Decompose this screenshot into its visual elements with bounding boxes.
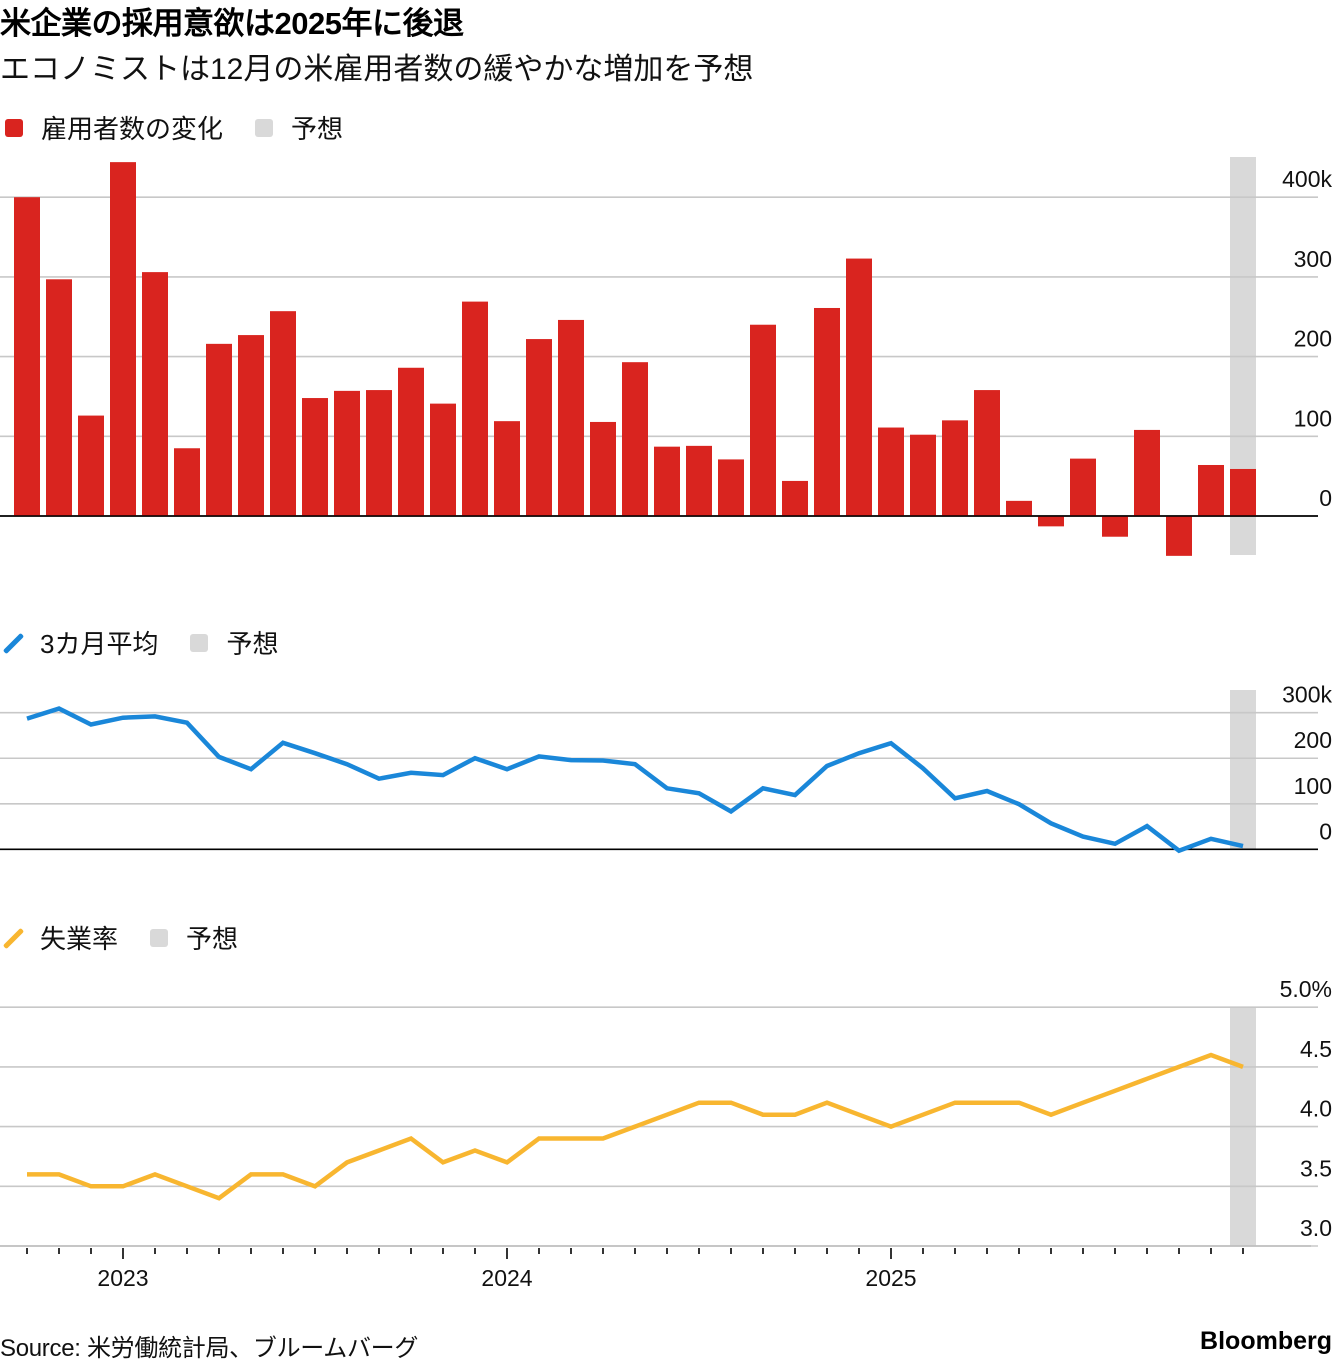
y-tick-label: 5.0% [1280, 976, 1332, 1002]
bar [1070, 458, 1096, 516]
y-tick-label: 100 [1294, 405, 1332, 431]
bar [718, 459, 744, 516]
legend-unemployment: 失業率 予想 [0, 919, 238, 956]
bar [494, 421, 520, 516]
forecast-swatch-icon [255, 118, 274, 137]
bar [814, 307, 840, 516]
bar [302, 398, 328, 516]
bar [1006, 500, 1032, 516]
bar [174, 448, 200, 516]
legend-label-forecast: 予想 [291, 114, 344, 144]
bar [686, 445, 712, 516]
y-tick-label: 3.5 [1300, 1155, 1332, 1181]
chart-title: 米企業の採用意欲は2025年に後退 [0, 6, 464, 41]
year-label: 2024 [481, 1265, 532, 1291]
y-tick-label: 300k [1282, 682, 1332, 708]
year-label: 2025 [865, 1265, 916, 1291]
bar [782, 480, 808, 516]
y-tick-label: 0 [1319, 818, 1332, 844]
bar [590, 421, 616, 516]
bar [846, 258, 872, 516]
bar-swatch-icon [5, 118, 23, 137]
y-tick-label: 4.0 [1300, 1096, 1332, 1122]
bar [654, 446, 680, 516]
forecast-swatch-icon [150, 928, 169, 947]
bar [14, 197, 40, 516]
legend-label-payrolls: 雇用者数の変化 [41, 114, 224, 144]
bar [1230, 468, 1256, 516]
bar [110, 162, 136, 516]
legend-avg3m: 3カ月平均 予想 [0, 624, 278, 661]
payrolls-bar-chart: 0 100 200 300 400k [0, 157, 1332, 556]
bar [1198, 464, 1224, 516]
unemployment-line-chart: 3.0 3.5 4.0 4.5 5.0% [0, 976, 1332, 1247]
bar [206, 343, 232, 516]
bloomberg-logo: Bloomberg [1200, 1327, 1332, 1355]
forecast-swatch-icon [190, 633, 209, 652]
legend-label-unemployment: 失業率 [40, 924, 119, 954]
bar [1166, 516, 1192, 556]
legend-label-forecast: 予想 [226, 629, 279, 659]
bar [1038, 516, 1064, 527]
year-label: 2023 [97, 1265, 148, 1291]
legend-label-forecast: 予想 [186, 924, 239, 954]
unemployment-line [27, 1052, 1244, 1201]
bar [622, 362, 648, 516]
bar [430, 403, 456, 516]
bar [974, 390, 1000, 516]
legend-payrolls: 雇用者数の変化 予想 [0, 109, 343, 146]
bar [1102, 516, 1128, 537]
y-tick-label: 3.0 [1300, 1215, 1332, 1241]
y-tick-label: 100 [1294, 773, 1332, 799]
forecast-band [1230, 690, 1256, 850]
bar [526, 339, 552, 516]
bar [558, 319, 584, 516]
bar [462, 301, 488, 516]
bar [238, 335, 264, 516]
x-axis: 2023 2024 2025 [0, 1245, 1311, 1291]
bar [910, 434, 936, 516]
y-tick-label: 0 [1319, 485, 1332, 511]
chart-subtitle: エコノミストは12月の米雇用者数の緩やかな増加を予想 [0, 53, 754, 86]
bar [334, 390, 360, 516]
bar [366, 390, 392, 516]
y-tick-label: 4.5 [1300, 1036, 1332, 1062]
bar [750, 324, 776, 516]
legend-label-avg3m: 3カ月平均 [40, 629, 159, 659]
bar-series [14, 162, 1256, 556]
bar [270, 311, 296, 516]
bar [142, 272, 168, 516]
avg3m-line-chart: 0 100 200 300k [0, 682, 1332, 854]
y-tick-label: 300 [1294, 246, 1332, 272]
y-tick-label: 200 [1294, 326, 1332, 352]
source-note: Source: 米労働統計局、ブルームバーグ [0, 1335, 419, 1362]
bar [398, 367, 424, 516]
bar [46, 279, 72, 516]
bar [942, 420, 968, 516]
bar [878, 427, 904, 516]
bar [78, 415, 104, 516]
bar [1134, 429, 1160, 516]
avg3m-line [26, 706, 1244, 854]
y-tick-label: 400k [1282, 166, 1332, 192]
y-tick-label: 200 [1294, 727, 1332, 753]
